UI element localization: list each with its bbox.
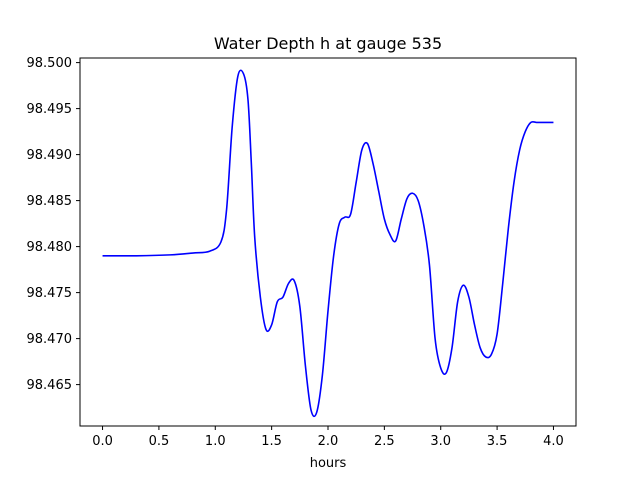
y-tick-label: 98.470 xyxy=(27,332,73,347)
x-tick-label: 4.0 xyxy=(543,434,564,449)
x-tick-label: 3.5 xyxy=(487,434,508,449)
series-line-0 xyxy=(102,69,554,418)
y-tick-label: 98.480 xyxy=(27,240,73,255)
y-tick-label: 98.465 xyxy=(27,378,73,393)
y-tick-label: 98.495 xyxy=(27,102,73,117)
x-axis-label: hours xyxy=(310,456,347,471)
x-tick-label: 0.0 xyxy=(92,434,113,449)
x-tick-label: 2.0 xyxy=(318,434,339,449)
y-tick-label: 98.500 xyxy=(27,56,73,71)
x-tick-label: 1.5 xyxy=(261,434,282,449)
y-tick-label: 98.485 xyxy=(27,194,73,209)
y-tick-label: 98.475 xyxy=(27,286,73,301)
chart-title: Water Depth h at gauge 535 xyxy=(214,34,442,53)
x-tick-label: 2.5 xyxy=(374,434,395,449)
x-tick-label: 0.5 xyxy=(149,434,170,449)
plot-area: 0.0 0.5 1.0 1.5 2.0 2.5 3.0 3.5 4.0 98.465 98.470 9… xyxy=(27,56,577,449)
x-tick-label: 1.0 xyxy=(205,434,226,449)
x-tick-label: 3.0 xyxy=(430,434,451,449)
y-tick-label: 98.490 xyxy=(27,148,73,163)
